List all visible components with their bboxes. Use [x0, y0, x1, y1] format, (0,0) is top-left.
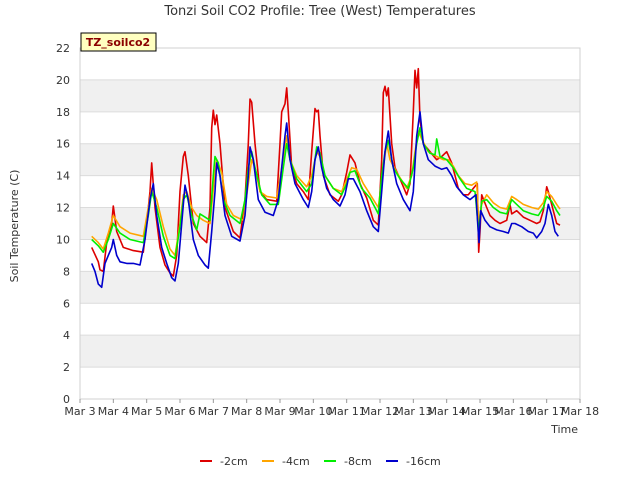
legend-label: -2cm	[220, 455, 248, 468]
x-tick-label: Mar 13	[394, 405, 432, 418]
y-tick-label: 6	[63, 297, 70, 310]
legend: -2cm -4cm -8cm -16cm	[200, 455, 441, 468]
x-tick-label: Mar 14	[428, 405, 466, 418]
x-tick-label: Mar 7	[198, 405, 229, 418]
y-tick-label: 12	[56, 202, 70, 215]
plot-band	[80, 143, 580, 176]
legend-label: -8cm	[344, 455, 372, 468]
series-line-16cm	[90, 111, 559, 289]
x-tick-label: Mar 8	[231, 405, 262, 418]
chart-title: Tonzi Soil CO2 Profile: Tree (West) Temp…	[163, 4, 476, 19]
plot-band	[80, 335, 580, 368]
y-tick-label: 18	[56, 106, 70, 119]
x-tick-label: Mar 3	[64, 405, 95, 418]
plot-band	[80, 271, 580, 304]
x-tick-label: Mar 17	[528, 405, 566, 418]
y-tick-label: 4	[63, 329, 70, 342]
badge-label: TZ_soilco2	[86, 36, 150, 49]
y-tick-label: 14	[56, 170, 70, 183]
y-tick-label: 16	[56, 138, 70, 151]
x-tick-label: Mar 16	[494, 405, 532, 418]
x-tick-label: Mar 18	[561, 405, 599, 418]
y-tick-label: 22	[56, 42, 70, 55]
y-tick-label: 8	[63, 265, 70, 278]
legend-label: -16cm	[406, 455, 441, 468]
plot-band	[80, 79, 580, 112]
x-tick-label: Mar 10	[294, 405, 332, 418]
x-tick-label: Mar 12	[361, 405, 399, 418]
y-tick-label: 2	[63, 361, 70, 374]
x-tick-label: Mar 4	[98, 405, 129, 418]
y-tick-label: 0	[63, 393, 70, 406]
x-tick-label: Mar 5	[131, 405, 162, 418]
x-tick-label: Mar 6	[164, 405, 195, 418]
y-axis-label: Soil Temperature (C)	[8, 170, 21, 283]
plot-bands	[80, 79, 580, 368]
plot-frame	[79, 47, 581, 400]
y-tick-label: 20	[56, 74, 70, 87]
x-tick-label: Mar 11	[328, 405, 366, 418]
legend-label: -4cm	[282, 455, 310, 468]
y-tick-label: 10	[56, 233, 70, 246]
grid-lines	[80, 47, 580, 400]
y-axis-ticks: 0 2 4 6 8 10 12 14 16 18 20 22	[56, 42, 70, 406]
x-tick-label: Mar 15	[461, 405, 499, 418]
series-lines	[90, 67, 561, 289]
x-tick-label: Mar 9	[264, 405, 295, 418]
badge: TZ_soilco2	[80, 32, 157, 52]
x-axis-label: Time	[550, 423, 578, 436]
badge-box	[80, 32, 157, 52]
